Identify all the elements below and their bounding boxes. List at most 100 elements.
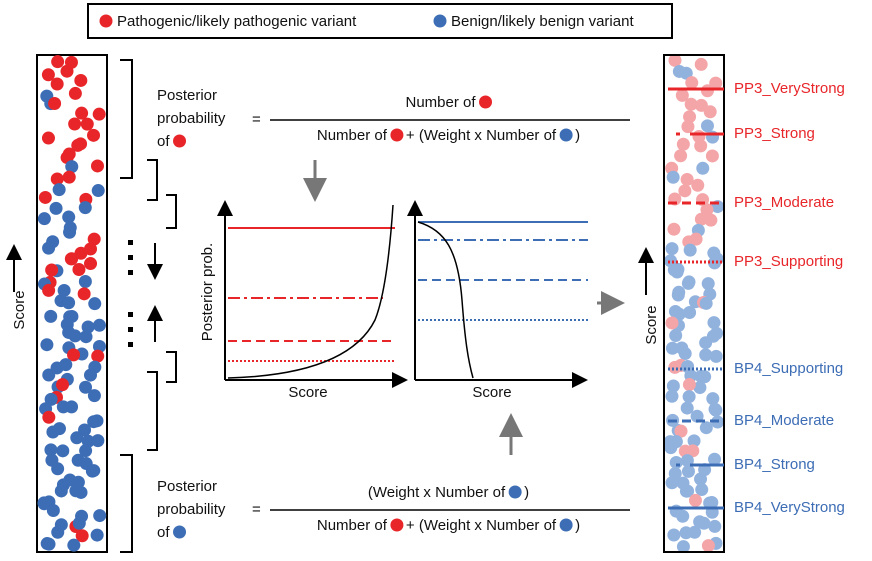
variant-dot bbox=[72, 516, 86, 530]
variant-dot bbox=[44, 392, 58, 406]
variant-dot bbox=[68, 86, 82, 100]
variant-dot bbox=[679, 66, 693, 80]
variant-dot bbox=[74, 137, 88, 151]
formula-dot bbox=[479, 95, 493, 109]
formula-dot bbox=[173, 525, 187, 539]
variant-dot bbox=[42, 283, 56, 297]
variant-dot bbox=[676, 137, 690, 151]
variant-dot bbox=[684, 97, 698, 111]
variant-dot bbox=[48, 97, 62, 111]
variant-dot bbox=[708, 452, 722, 466]
variant-dot bbox=[688, 493, 702, 507]
variant-dot bbox=[666, 170, 680, 184]
variant-dot bbox=[74, 485, 88, 499]
variant-dot bbox=[668, 360, 682, 374]
variant-dot bbox=[705, 496, 719, 510]
variant-dot bbox=[679, 484, 693, 498]
variant-dot bbox=[63, 473, 77, 487]
variant-dot bbox=[665, 242, 679, 256]
variant-dot bbox=[693, 381, 707, 395]
variant-dot bbox=[62, 170, 76, 184]
variant-dot bbox=[44, 443, 58, 457]
variant-dot bbox=[701, 277, 715, 291]
formula-text: + (Weight x Number of bbox=[406, 517, 557, 534]
variant-dot bbox=[46, 425, 60, 439]
axis-label: Score bbox=[643, 305, 660, 344]
variant-dot bbox=[77, 287, 91, 301]
variant-dot bbox=[87, 128, 101, 142]
variant-dot bbox=[683, 110, 697, 124]
variant-dot bbox=[699, 348, 713, 362]
axis-label: Score bbox=[472, 384, 511, 401]
variant-dot bbox=[64, 252, 78, 266]
variant-dot bbox=[88, 297, 102, 311]
variant-dot bbox=[79, 444, 93, 458]
variant-dot bbox=[694, 139, 708, 153]
legend-box bbox=[87, 3, 673, 39]
variant-dot bbox=[41, 68, 55, 82]
variant-dot bbox=[90, 528, 104, 542]
right-column-box bbox=[663, 54, 725, 553]
variant-dot bbox=[683, 305, 697, 319]
formula-text: ) bbox=[575, 127, 580, 144]
variant-dot bbox=[46, 504, 60, 518]
variant-dot bbox=[92, 339, 106, 353]
variant-dot bbox=[78, 201, 92, 215]
variant-dot bbox=[70, 431, 84, 445]
variant-dot bbox=[72, 263, 86, 277]
evidence-label: BP4_VeryStrong bbox=[734, 499, 845, 516]
formula-lhs: probability bbox=[157, 110, 226, 127]
variant-dot bbox=[45, 263, 59, 277]
variant-dot bbox=[87, 232, 101, 246]
variant-dot bbox=[672, 285, 686, 299]
variant-dot bbox=[62, 210, 76, 224]
variant-dot bbox=[666, 379, 680, 393]
variant-dot bbox=[52, 183, 66, 197]
formula-text: (Weight x Number of bbox=[368, 484, 506, 501]
formula-text: ) bbox=[524, 484, 529, 501]
variant-dot bbox=[704, 213, 718, 227]
variant-dot bbox=[74, 73, 88, 87]
variant-dot bbox=[91, 184, 105, 198]
variant-dot bbox=[694, 212, 708, 226]
formula-dot bbox=[559, 128, 573, 142]
variant-dot bbox=[672, 307, 686, 321]
variant-dot bbox=[701, 539, 715, 553]
variant-dot bbox=[694, 369, 708, 383]
variant-dot bbox=[60, 64, 74, 78]
variant-dot bbox=[42, 410, 56, 424]
plot-1 bbox=[217, 200, 408, 388]
legend-marker bbox=[99, 14, 113, 28]
variant-dot bbox=[694, 57, 708, 71]
variant-dot bbox=[65, 160, 79, 174]
variant-dot bbox=[87, 389, 101, 403]
variant-dot bbox=[42, 537, 56, 551]
variant-dot bbox=[685, 76, 699, 90]
formula-lhs: Posterior bbox=[157, 87, 217, 104]
variant-dot bbox=[707, 316, 721, 330]
variant-dot bbox=[693, 515, 707, 529]
variant-dot bbox=[79, 380, 93, 394]
variant-dot bbox=[63, 221, 77, 235]
variant-dot bbox=[57, 283, 71, 297]
variant-dot bbox=[682, 378, 696, 392]
variant-dot bbox=[680, 401, 694, 415]
variant-dot bbox=[68, 117, 82, 131]
variant-dot bbox=[671, 262, 685, 276]
variant-dot bbox=[65, 400, 79, 414]
variant-dot bbox=[709, 349, 723, 363]
variant-dot bbox=[709, 403, 723, 417]
variant-dot bbox=[40, 338, 54, 352]
formula-text: Number of bbox=[317, 127, 388, 144]
variant-dot bbox=[50, 172, 64, 186]
variant-dot bbox=[56, 444, 70, 458]
variant-dot bbox=[62, 296, 76, 310]
variant-dot bbox=[676, 540, 690, 554]
variant-dot bbox=[42, 368, 56, 382]
variant-dot bbox=[75, 106, 89, 120]
variant-dot bbox=[51, 55, 65, 69]
variant-dot bbox=[674, 424, 688, 438]
variant-dot bbox=[709, 76, 723, 90]
axis-label: Score bbox=[288, 384, 327, 401]
